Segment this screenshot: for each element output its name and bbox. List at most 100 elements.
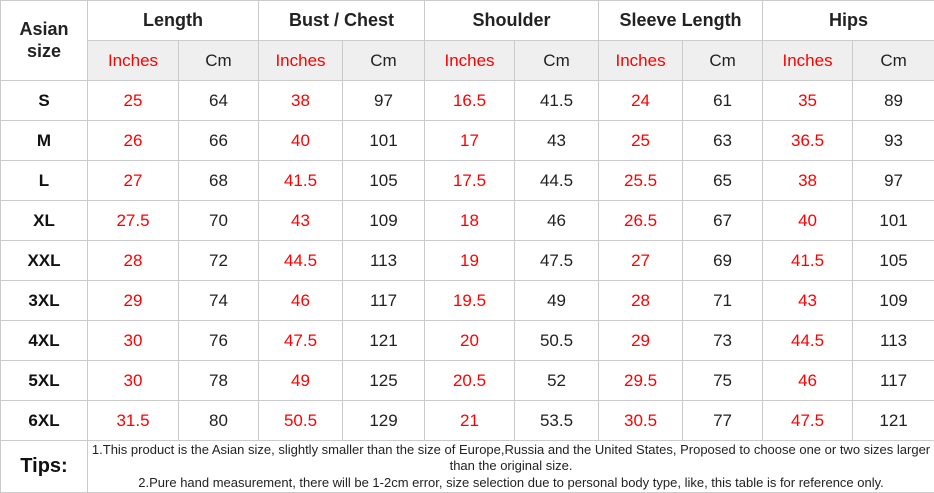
table-row-4xl: 4XL 30 76 47.5 121 20 50.5 29 73 44.5 11… (0, 320, 934, 361)
cell-inches: 25 (87, 80, 179, 121)
cell-inches: 17 (424, 120, 516, 161)
cell-inches: 30.5 (598, 400, 684, 441)
cell-cm: 129 (341, 400, 426, 441)
cell-inches: 25 (598, 120, 684, 161)
cell-inches: 44.5 (258, 240, 343, 281)
size-label: S (0, 80, 88, 121)
cell-inches: 27 (87, 160, 179, 201)
size-label: L (0, 160, 88, 201)
group-header-sleeve-length: Sleeve Length (598, 0, 764, 41)
cell-cm: 101 (341, 120, 426, 161)
cell-cm: 71 (682, 280, 764, 321)
tips-row: Tips: 1.This product is the Asian size, … (0, 440, 934, 493)
cell-cm: 93 (852, 120, 934, 161)
unit-header-inches: Inches (258, 40, 343, 81)
cell-inches: 20 (424, 320, 516, 361)
cell-cm: 70 (178, 200, 259, 241)
cell-cm: 97 (852, 160, 934, 201)
cell-inches: 41.5 (258, 160, 343, 201)
cell-cm: 76 (178, 320, 259, 361)
cell-cm: 64 (178, 80, 259, 121)
cell-inches: 28 (87, 240, 179, 281)
tips-text: 1.This product is the Asian size, slight… (86, 440, 934, 493)
unit-header-inches: Inches (598, 40, 684, 81)
cell-inches: 30 (87, 320, 179, 361)
table-row-6xl: 6XL 31.5 80 50.5 129 21 53.5 30.5 77 47.… (0, 400, 934, 441)
tips-label: Tips: (0, 440, 88, 493)
cell-cm: 117 (852, 360, 934, 401)
cell-inches: 47.5 (762, 400, 854, 441)
cell-inches: 19.5 (424, 280, 516, 321)
cell-cm: 105 (852, 240, 934, 281)
cell-inches: 40 (762, 200, 854, 241)
cell-cm: 97 (341, 80, 426, 121)
cell-inches: 36.5 (762, 120, 854, 161)
unit-header-cm: Cm (852, 40, 934, 81)
cell-inches: 19 (424, 240, 516, 281)
cell-cm: 105 (341, 160, 426, 201)
cell-cm: 78 (178, 360, 259, 401)
cell-inches: 47.5 (258, 320, 343, 361)
cell-cm: 121 (341, 320, 426, 361)
cell-cm: 46 (514, 200, 600, 241)
unit-header-row: Inches Cm Inches Cm Inches Cm Inches Cm … (1, 40, 934, 81)
cell-inches: 16.5 (424, 80, 516, 121)
table-row-s: S 25 64 38 97 16.5 41.5 24 61 35 89 (0, 80, 934, 121)
group-header-bust-chest: Bust / Chest (257, 0, 426, 41)
cell-cm: 68 (178, 160, 259, 201)
unit-header-cm: Cm (341, 40, 426, 81)
size-label: 5XL (0, 360, 88, 401)
unit-header-inches: Inches (424, 40, 516, 81)
cell-inches: 20.5 (424, 360, 516, 401)
table-row-m: M 26 66 40 101 17 43 25 63 36.5 93 (0, 120, 934, 161)
cell-inches: 29 (598, 320, 684, 361)
cell-cm: 67 (682, 200, 764, 241)
cell-cm: 113 (852, 320, 934, 361)
size-label: M (0, 120, 88, 161)
cell-cm: 77 (682, 400, 764, 441)
cell-inches: 26 (87, 120, 179, 161)
cell-cm: 72 (178, 240, 259, 281)
size-label: 4XL (0, 320, 88, 361)
cell-inches: 44.5 (762, 320, 854, 361)
unit-header-inches: Inches (87, 40, 179, 81)
cell-cm: 50.5 (514, 320, 600, 361)
cell-cm: 113 (341, 240, 426, 281)
cell-inches: 43 (258, 200, 343, 241)
cell-inches: 29 (87, 280, 179, 321)
cell-inches: 17.5 (424, 160, 516, 201)
cell-cm: 41.5 (514, 80, 600, 121)
cell-inches: 46 (762, 360, 854, 401)
tips-note-1: 1.This product is the Asian size, slight… (91, 441, 931, 474)
size-label: XL (0, 200, 88, 241)
cell-cm: 89 (852, 80, 934, 121)
unit-header-cm: Cm (178, 40, 259, 81)
tips-note-2: 2.Pure hand measurement, there will be 1… (138, 474, 884, 490)
cell-cm: 66 (178, 120, 259, 161)
group-header-length: Length (87, 0, 259, 41)
cell-cm: 121 (852, 400, 934, 441)
cell-cm: 61 (682, 80, 764, 121)
cell-cm: 101 (852, 200, 934, 241)
cell-cm: 73 (682, 320, 764, 361)
table-row-l: L 27 68 41.5 105 17.5 44.5 25.5 65 38 97 (0, 160, 934, 201)
cell-inches: 18 (424, 200, 516, 241)
cell-cm: 49 (514, 280, 600, 321)
unit-header-cm: Cm (514, 40, 600, 81)
cell-inches: 43 (762, 280, 854, 321)
size-label: 3XL (0, 280, 88, 321)
cell-cm: 65 (682, 160, 764, 201)
cell-inches: 25.5 (598, 160, 684, 201)
table-row-xxl: XXL 28 72 44.5 113 19 47.5 27 69 41.5 10… (0, 240, 934, 281)
cell-cm: 43 (514, 120, 600, 161)
cell-inches: 38 (762, 160, 854, 201)
cell-cm: 69 (682, 240, 764, 281)
corner-header-asian-size: Asian size (0, 0, 88, 81)
cell-inches: 26.5 (598, 200, 684, 241)
cell-cm: 109 (341, 200, 426, 241)
cell-inches: 38 (258, 80, 343, 121)
cell-inches: 50.5 (258, 400, 343, 441)
cell-inches: 49 (258, 360, 343, 401)
cell-inches: 30 (87, 360, 179, 401)
